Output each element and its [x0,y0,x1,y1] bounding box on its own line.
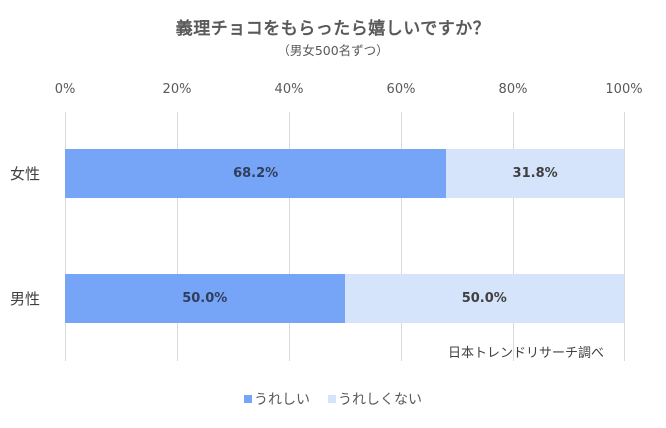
legend-label: うれしい [254,392,310,408]
category-label-female: 女性 [10,165,41,183]
x-tick-0: 0% [54,82,76,97]
x-tick-80: 80% [498,82,528,97]
gridline [65,112,66,361]
x-tick-40: 40% [274,82,304,97]
gridline [624,112,625,361]
chart-subtitle: （男女500名ずつ） [277,43,389,58]
bar-segment-not-happy: 50.0% [344,274,624,323]
bar-segment-not-happy: 31.8% [446,149,624,198]
bar-male: 50.0% 50.0% [65,274,624,323]
x-tick-100: 100% [605,82,643,97]
gridline [401,112,402,361]
bar-segment-happy: 68.2% [65,149,447,198]
gridline [513,112,514,361]
legend-item-happy: うれしい [244,389,310,409]
bar-female: 68.2% 31.8% [65,149,624,198]
gridline [177,112,178,361]
gridline [289,112,290,361]
bar-segment-happy: 50.0% [65,274,345,323]
x-tick-20: 20% [162,82,192,97]
chart-title: 義理チョコをもらったら嬉しいですか？ [175,19,491,39]
legend-label: うれしくない [338,392,422,408]
x-tick-60: 60% [386,82,416,97]
legend-swatch-icon [244,395,252,403]
category-label-male: 男性 [10,290,41,308]
legend-swatch-icon [328,395,336,403]
source-annotation: 日本トレンドリサーチ調べ [448,346,605,361]
legend-item-not-happy: うれしくない [328,389,422,409]
legend: うれしい うれしくない [0,389,666,409]
